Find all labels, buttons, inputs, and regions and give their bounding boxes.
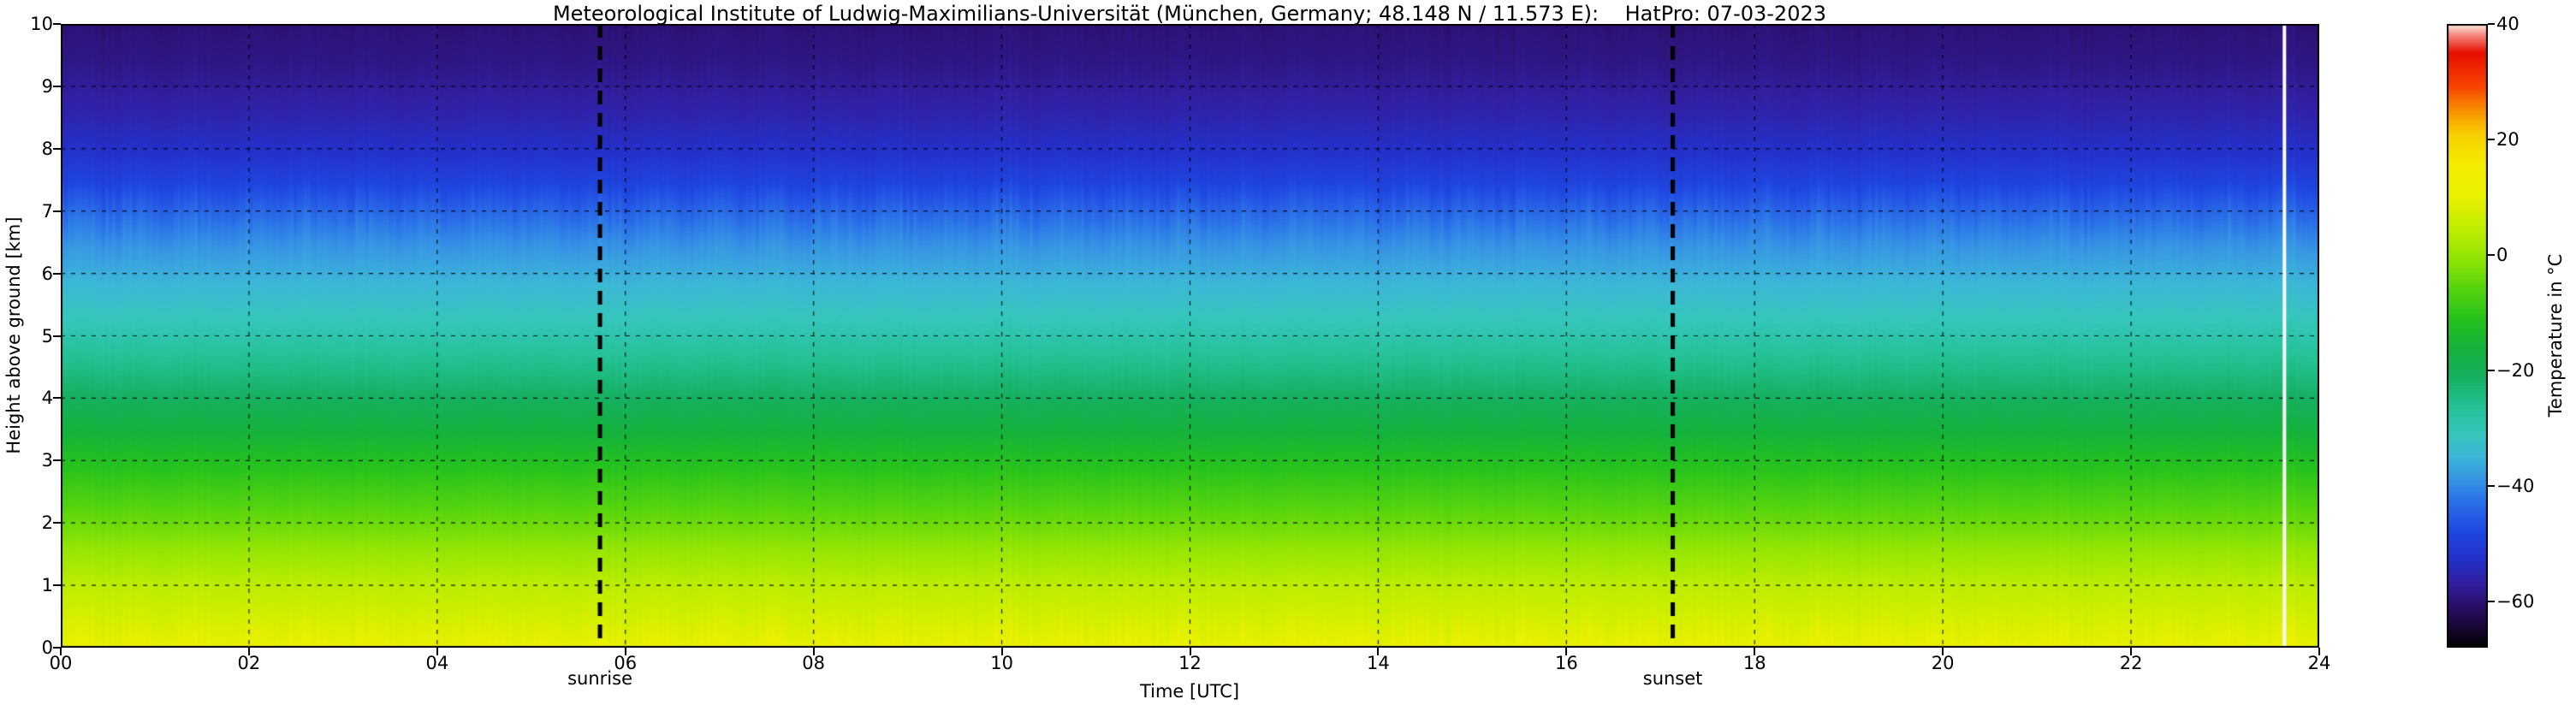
colorbar-tick-label: 0 xyxy=(2496,245,2508,265)
x-tick xyxy=(1942,648,1944,655)
x-tick xyxy=(812,648,815,655)
y-tick xyxy=(53,397,61,400)
x-tick xyxy=(1377,648,1380,655)
y-tick xyxy=(53,147,61,150)
x-tick-label: 24 xyxy=(2307,653,2331,673)
sunrise-annotation: sunrise xyxy=(567,668,632,689)
sunset-annotation: sunset xyxy=(1642,668,1703,689)
y-tick-label: 3 xyxy=(41,450,53,471)
y-tick xyxy=(53,522,61,524)
x-tick-label: 16 xyxy=(1554,653,1578,673)
y-tick xyxy=(53,459,61,462)
colorbar-tick-label: −40 xyxy=(2496,476,2535,496)
colorbar-tick xyxy=(2488,23,2495,25)
temperature-heatmap xyxy=(61,24,2319,648)
colorbar-tick xyxy=(2488,139,2495,140)
x-tick-label: 18 xyxy=(1742,653,1766,673)
x-tick-label: 02 xyxy=(237,653,261,673)
y-tick xyxy=(53,272,61,275)
y-tick-label: 0 xyxy=(41,637,53,658)
y-tick xyxy=(53,85,61,87)
y-tick xyxy=(53,210,61,212)
x-tick xyxy=(60,648,62,655)
colorbar-tick-label: −20 xyxy=(2496,360,2535,381)
x-tick-label: 00 xyxy=(49,653,73,673)
x-tick-label: 14 xyxy=(1367,653,1390,673)
x-tick-label: 12 xyxy=(1178,653,1202,673)
colorbar-tick-label: 20 xyxy=(2496,129,2520,150)
y-tick xyxy=(53,584,61,587)
colorbar-tick xyxy=(2488,601,2495,602)
y-tick-label: 5 xyxy=(41,325,53,347)
x-tick-label: 10 xyxy=(990,653,1013,673)
x-tick-label: 20 xyxy=(1931,653,1955,673)
y-tick-label: 6 xyxy=(41,263,53,284)
x-tick-label: 22 xyxy=(2119,653,2143,673)
y-tick-label: 1 xyxy=(41,575,53,596)
x-tick xyxy=(1754,648,1756,655)
colorbar-label: Temperature in °C xyxy=(2545,253,2566,418)
y-tick xyxy=(53,23,61,25)
y-tick xyxy=(53,335,61,337)
figure-title: Meteorological Institute of Ludwig-Maxim… xyxy=(552,2,1827,26)
colorbar-tick xyxy=(2488,254,2495,256)
x-tick xyxy=(436,648,438,655)
y-tick-label: 8 xyxy=(41,138,53,159)
x-tick xyxy=(1565,648,1568,655)
y-tick-label: 9 xyxy=(41,75,53,97)
x-tick-label: 06 xyxy=(614,653,638,673)
colorbar xyxy=(2447,24,2488,648)
y-tick-label: 4 xyxy=(41,388,53,409)
x-tick xyxy=(2318,648,2320,655)
x-tick xyxy=(247,648,250,655)
x-tick xyxy=(624,648,626,655)
y-tick-label: 2 xyxy=(41,512,53,534)
x-tick-label: 04 xyxy=(425,653,449,673)
y-tick-label: 7 xyxy=(41,200,53,222)
x-tick xyxy=(2130,648,2133,655)
x-axis-label: Time [UTC] xyxy=(1139,681,1240,702)
x-tick xyxy=(1189,648,1191,655)
colorbar-tick-label: 40 xyxy=(2496,14,2520,34)
x-tick xyxy=(1000,648,1003,655)
colorbar-tick-label: −60 xyxy=(2496,591,2535,612)
y-tick xyxy=(53,647,61,649)
x-tick-label: 08 xyxy=(802,653,826,673)
y-tick-label: 10 xyxy=(30,14,53,34)
colorbar-tick xyxy=(2488,370,2495,371)
colorbar-tick xyxy=(2488,485,2495,487)
